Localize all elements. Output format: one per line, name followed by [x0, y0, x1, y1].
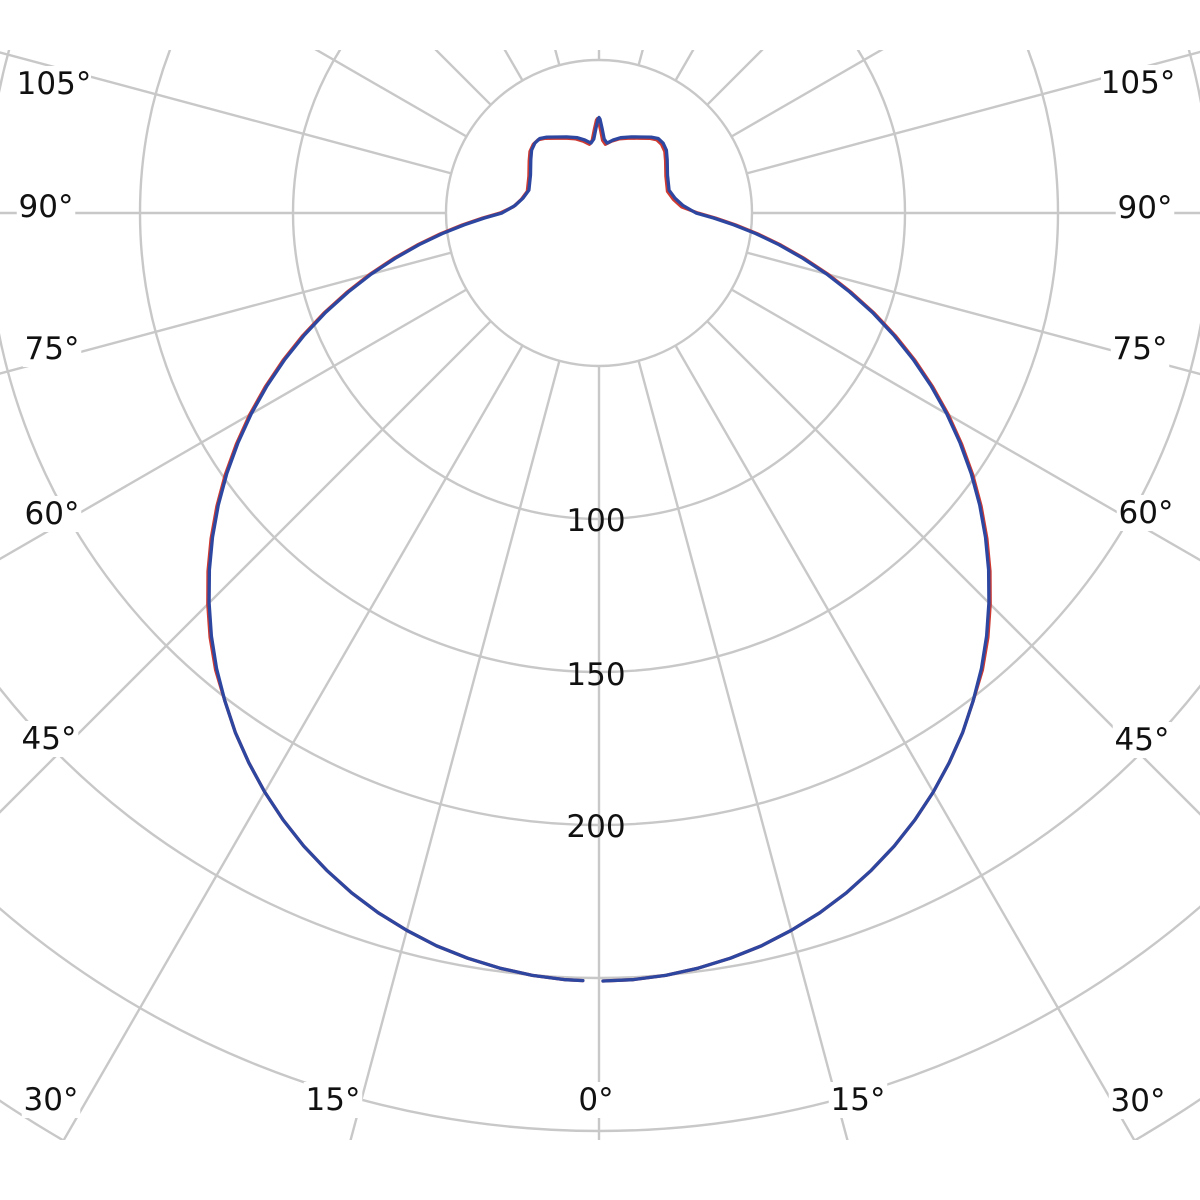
angle-label-box: [16, 189, 76, 225]
angle-tick-label: 15°: [831, 1082, 886, 1118]
angle-tick-label: 0°: [578, 1082, 613, 1118]
angle-label-box: [17, 66, 91, 102]
grid-ray: [746, 50, 1200, 175]
grid-ray: [0, 51, 452, 175]
angle-label-box: [1101, 65, 1175, 101]
angle-tick-label: 60°: [25, 496, 80, 532]
grid-ray: [0, 251, 452, 375]
angle-label-box: [21, 1082, 81, 1118]
angle-label-box: [303, 1082, 363, 1118]
angle-label-box: [574, 1082, 618, 1118]
grid-ray: [62, 344, 524, 1140]
grid-ray: [706, 320, 1200, 816]
angle-tick-label: 90°: [1118, 190, 1173, 226]
angle-tick-label: 15°: [306, 1082, 361, 1118]
grid-circle: [444, 58, 754, 368]
angle-label-box: [1112, 722, 1172, 758]
angle-tick-label: 90°: [19, 189, 74, 225]
grid-ray: [730, 50, 884, 138]
angle-tick-label: 45°: [22, 721, 77, 757]
angle-tick-label: 60°: [1119, 495, 1174, 531]
angle-label-box: [1108, 1083, 1168, 1119]
angle-label-box: [1115, 190, 1175, 226]
grid-ray: [746, 251, 1200, 376]
angle-tick-label: 105°: [17, 66, 92, 102]
angle-label-box: [22, 496, 82, 532]
angle-tick-label: 75°: [25, 331, 80, 367]
axis-labels: 105° 90° 75° 60° 45° 30° 15° 0° 15° 30° 45° 60° 75° 9…: [16, 65, 1176, 1119]
grid-ray: [0, 320, 492, 814]
angle-label-box: [19, 721, 79, 757]
curve-blue: [207, 115, 991, 983]
grid-ray: [314, 50, 468, 138]
angle-tick-label: 105°: [1101, 65, 1176, 101]
radial-tick-label: 150: [566, 657, 625, 693]
radial-tick-label: 100: [566, 503, 625, 539]
angle-tick-label: 30°: [24, 1082, 79, 1118]
radial-tick-label: 200: [566, 809, 625, 845]
angle-label-box: [1110, 331, 1170, 367]
angle-tick-label: 45°: [1115, 722, 1170, 758]
angle-tick-label: 30°: [1111, 1083, 1166, 1119]
intensity-curves: [206, 115, 992, 983]
angle-label-box: [1116, 495, 1176, 531]
angle-tick-label: 75°: [1113, 331, 1168, 367]
angle-label-box: [828, 1082, 888, 1118]
angle-label-box: [22, 331, 82, 367]
grid-ray: [674, 344, 1136, 1140]
